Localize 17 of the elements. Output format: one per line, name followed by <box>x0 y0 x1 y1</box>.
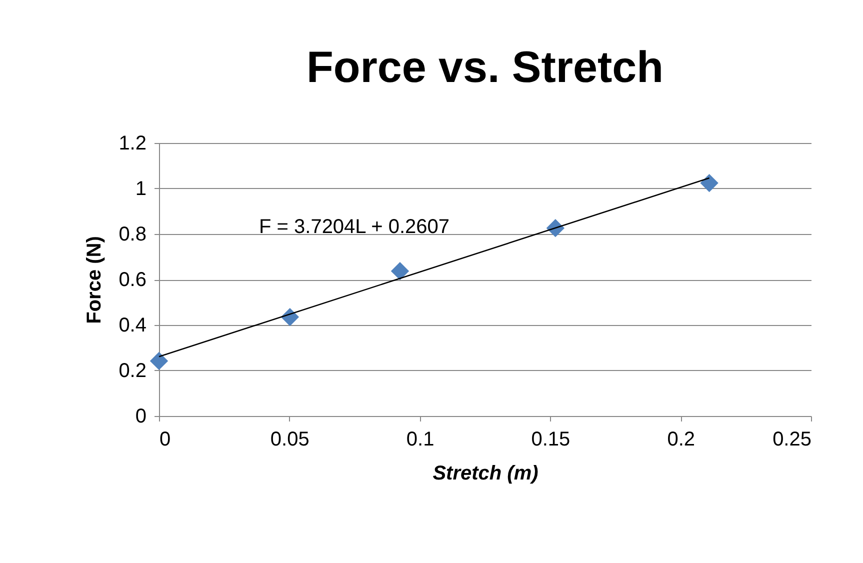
y-tick-label: 1.2 <box>118 132 146 154</box>
x-tick-label: 0.25 <box>772 428 812 450</box>
chart-title: Force vs. Stretch <box>306 43 664 92</box>
y-tick-label: 1 <box>135 178 146 200</box>
x-tick-label: 0.05 <box>270 428 310 450</box>
x-tick-label: 0.2 <box>667 428 696 450</box>
x-tick-label: 0.15 <box>531 428 570 450</box>
x-axis-title: Stretch (m) <box>432 462 539 484</box>
y-tick-label: 0.8 <box>118 224 146 246</box>
x-tick-label: 0 <box>160 428 171 450</box>
y-tick-label: 0.2 <box>118 360 146 382</box>
y-tick-label: 0 <box>135 406 146 428</box>
y-tick-label: 0.6 <box>118 269 146 291</box>
y-tick-label: 0.4 <box>118 314 146 336</box>
x-tick-label: 0.1 <box>406 428 434 450</box>
y-axis-title: Force (N) <box>84 236 106 324</box>
annotation: F = 3.7204L + 0.2607 <box>259 216 450 238</box>
